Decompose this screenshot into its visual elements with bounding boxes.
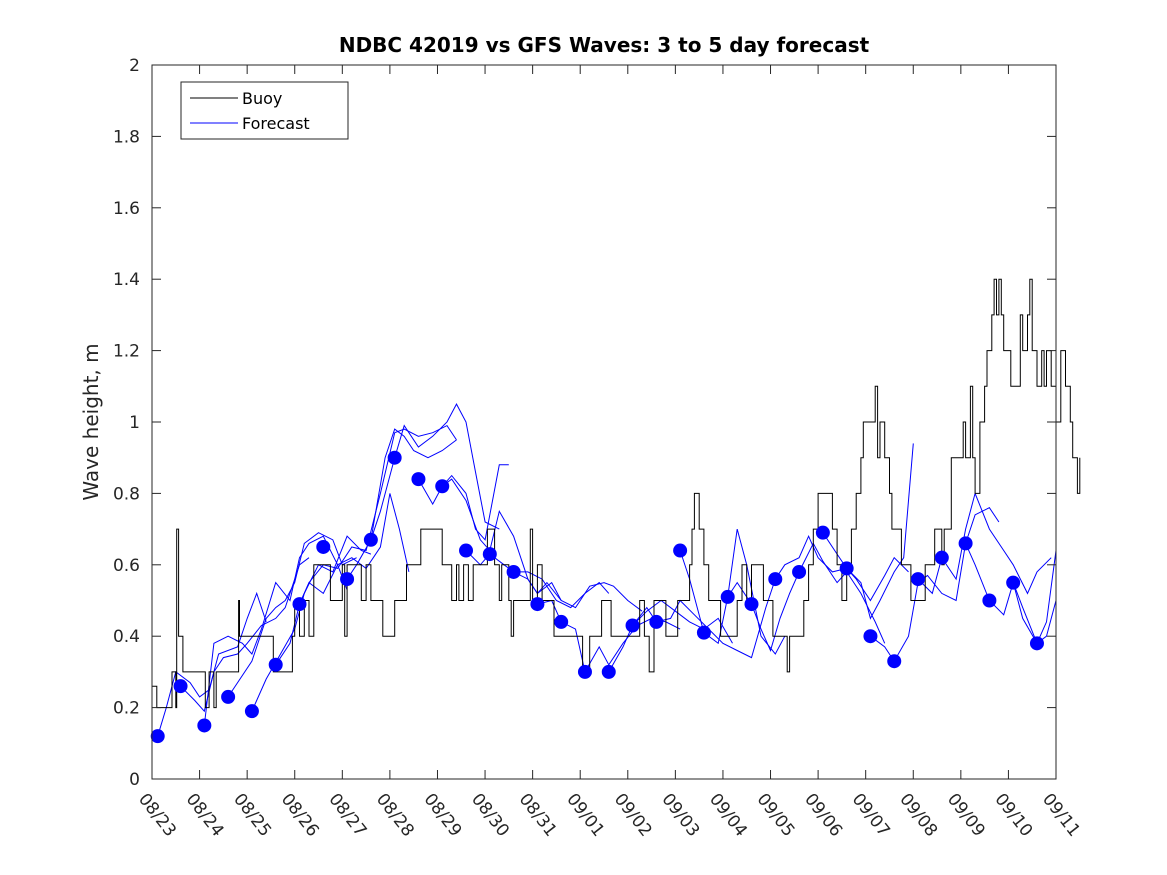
forecast-point <box>887 654 902 669</box>
forecast-point <box>150 729 165 744</box>
plot-area <box>152 65 1056 779</box>
forecast-point <box>244 704 259 719</box>
forecast-point <box>696 625 711 640</box>
forecast-point <box>387 450 402 465</box>
forecast-track-line <box>513 571 643 612</box>
forecast-point <box>268 657 283 672</box>
forecast-point <box>530 597 545 612</box>
forecast-point <box>863 629 878 644</box>
forecast-track-line <box>180 557 310 713</box>
forecast-point <box>363 532 378 547</box>
forecast-point <box>577 664 592 679</box>
forecast-point <box>340 572 355 587</box>
y-tick-label: 1.8 <box>113 127 140 147</box>
legend-buoy-label: Buoy <box>242 89 282 108</box>
forecast-point <box>768 572 783 587</box>
y-tick-label: 1.2 <box>113 342 140 362</box>
forecast-point <box>625 618 640 633</box>
forecast-point <box>934 550 949 565</box>
forecast-track-line <box>346 428 457 580</box>
y-tick-label: 1 <box>129 413 140 433</box>
forecast-point <box>197 718 212 733</box>
forecast-point <box>221 689 236 704</box>
y-tick-label: 0 <box>129 770 140 790</box>
forecast-point <box>958 536 973 551</box>
forecast-point <box>673 543 688 558</box>
forecast-point <box>911 572 926 587</box>
forecast-point <box>435 479 450 494</box>
forecast-point <box>792 564 807 579</box>
buoy-series <box>152 278 1081 709</box>
legend-box <box>180 81 349 140</box>
forecast-point <box>982 593 997 608</box>
forecast-point <box>649 614 664 629</box>
forecast-point <box>459 543 474 558</box>
forecast-point <box>506 564 521 579</box>
forecast-point <box>554 614 569 629</box>
y-tick-label: 1.6 <box>113 199 140 219</box>
y-tick-label: 0.8 <box>113 484 140 504</box>
y-tick-label: 0.6 <box>113 556 140 576</box>
legend: Buoy Forecast <box>180 81 349 140</box>
forecast-track-line <box>774 534 909 602</box>
forecast-point <box>411 472 426 487</box>
y-axis-label: Wave height, m <box>79 343 103 500</box>
forecast-point <box>482 547 497 562</box>
forecast-point <box>316 539 331 554</box>
forecast-track-line <box>203 535 348 726</box>
forecast-track-line <box>822 443 914 620</box>
forecast-initial-points <box>150 450 1044 744</box>
forecast-track-line <box>227 532 357 698</box>
legend-forecast-label: Forecast <box>242 114 310 133</box>
chart-title: NDBC 42019 vs GFS Waves: 3 to 5 day fore… <box>339 33 870 57</box>
forecast-point <box>815 525 830 540</box>
forecast-point <box>1029 636 1044 651</box>
forecast-track-line <box>370 403 500 540</box>
y-tick-label: 0.2 <box>113 699 140 719</box>
forecast-point <box>720 589 735 604</box>
y-axis-ticks: 0 0.2 0.4 0.6 0.8 1 1.2 1.4 1.6 1.8 2 <box>113 56 1056 790</box>
forecast-point <box>839 561 854 576</box>
y-tick-label: 2 <box>129 56 140 76</box>
y-tick-label: 1.4 <box>113 270 140 290</box>
buoy-line <box>152 278 1081 709</box>
forecast-point <box>744 597 759 612</box>
forecast-point <box>173 679 188 694</box>
y-tick-label: 0.4 <box>113 627 140 647</box>
forecast-point <box>1006 575 1021 590</box>
forecast-point <box>292 597 307 612</box>
forecast-track-line <box>417 464 509 541</box>
forecast-point <box>601 664 616 679</box>
